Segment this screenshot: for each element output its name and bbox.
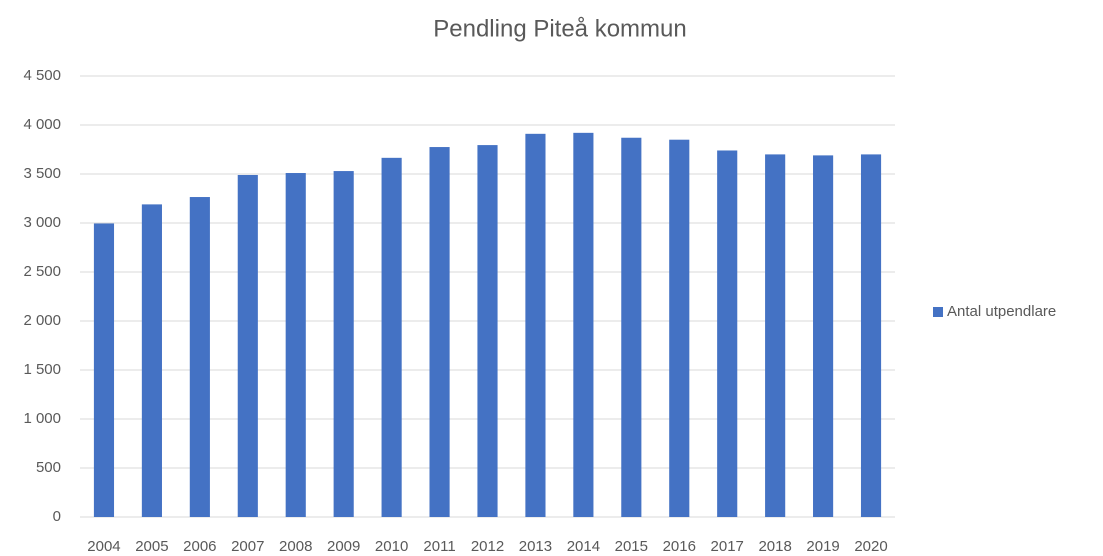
chart-title: Pendling Piteå kommun — [433, 15, 686, 42]
x-tick-label: 2012 — [471, 538, 504, 555]
y-tick-label: 4 000 — [23, 116, 61, 133]
bar — [189, 197, 210, 517]
bar — [429, 147, 450, 518]
bar — [285, 173, 306, 517]
x-tick-label: 2016 — [663, 538, 696, 555]
bar — [860, 154, 882, 517]
x-tick-label: 2018 — [758, 538, 791, 555]
x-tick-label: 2017 — [711, 538, 744, 555]
x-tick-label: 2005 — [135, 538, 168, 555]
bar — [525, 133, 546, 517]
y-tick-label: 500 — [36, 459, 61, 476]
y-tick-label: 3 000 — [23, 214, 61, 231]
x-tick-label: 2009 — [327, 538, 360, 555]
x-tick-label: 2015 — [615, 538, 648, 555]
legend-label: Antal utpendlare — [947, 303, 1056, 320]
bar — [621, 137, 642, 518]
y-tick-label: 0 — [53, 508, 61, 525]
bar — [333, 171, 354, 517]
y-tick-label: 2 500 — [23, 263, 61, 280]
y-tick-label: 4 500 — [23, 67, 61, 84]
x-tick-label: 2011 — [423, 538, 455, 555]
x-tick-label: 2006 — [183, 538, 216, 555]
x-tick-label: 2007 — [231, 538, 264, 555]
bar — [141, 204, 162, 517]
y-tick-label: 2 000 — [23, 312, 61, 329]
bar — [669, 139, 690, 517]
bar — [381, 157, 402, 517]
x-tick-label: 2013 — [519, 538, 552, 555]
bar — [717, 150, 738, 518]
x-tick-label: 2019 — [806, 538, 839, 555]
bar — [93, 223, 115, 518]
bar — [477, 145, 498, 517]
legend-swatch — [933, 307, 943, 317]
x-tick-label: 2010 — [375, 538, 408, 555]
x-tick-label: 2014 — [567, 538, 600, 555]
y-tick-label: 1 000 — [23, 410, 61, 427]
bar — [573, 132, 594, 517]
y-tick-label: 3 500 — [23, 165, 61, 182]
bar — [765, 154, 786, 517]
y-tick-label: 1 500 — [23, 361, 61, 378]
bar — [813, 155, 834, 517]
bar — [237, 174, 258, 518]
x-tick-label: 2008 — [279, 538, 312, 555]
x-tick-label: 2020 — [854, 538, 887, 555]
x-tick-label: 2004 — [87, 538, 120, 555]
